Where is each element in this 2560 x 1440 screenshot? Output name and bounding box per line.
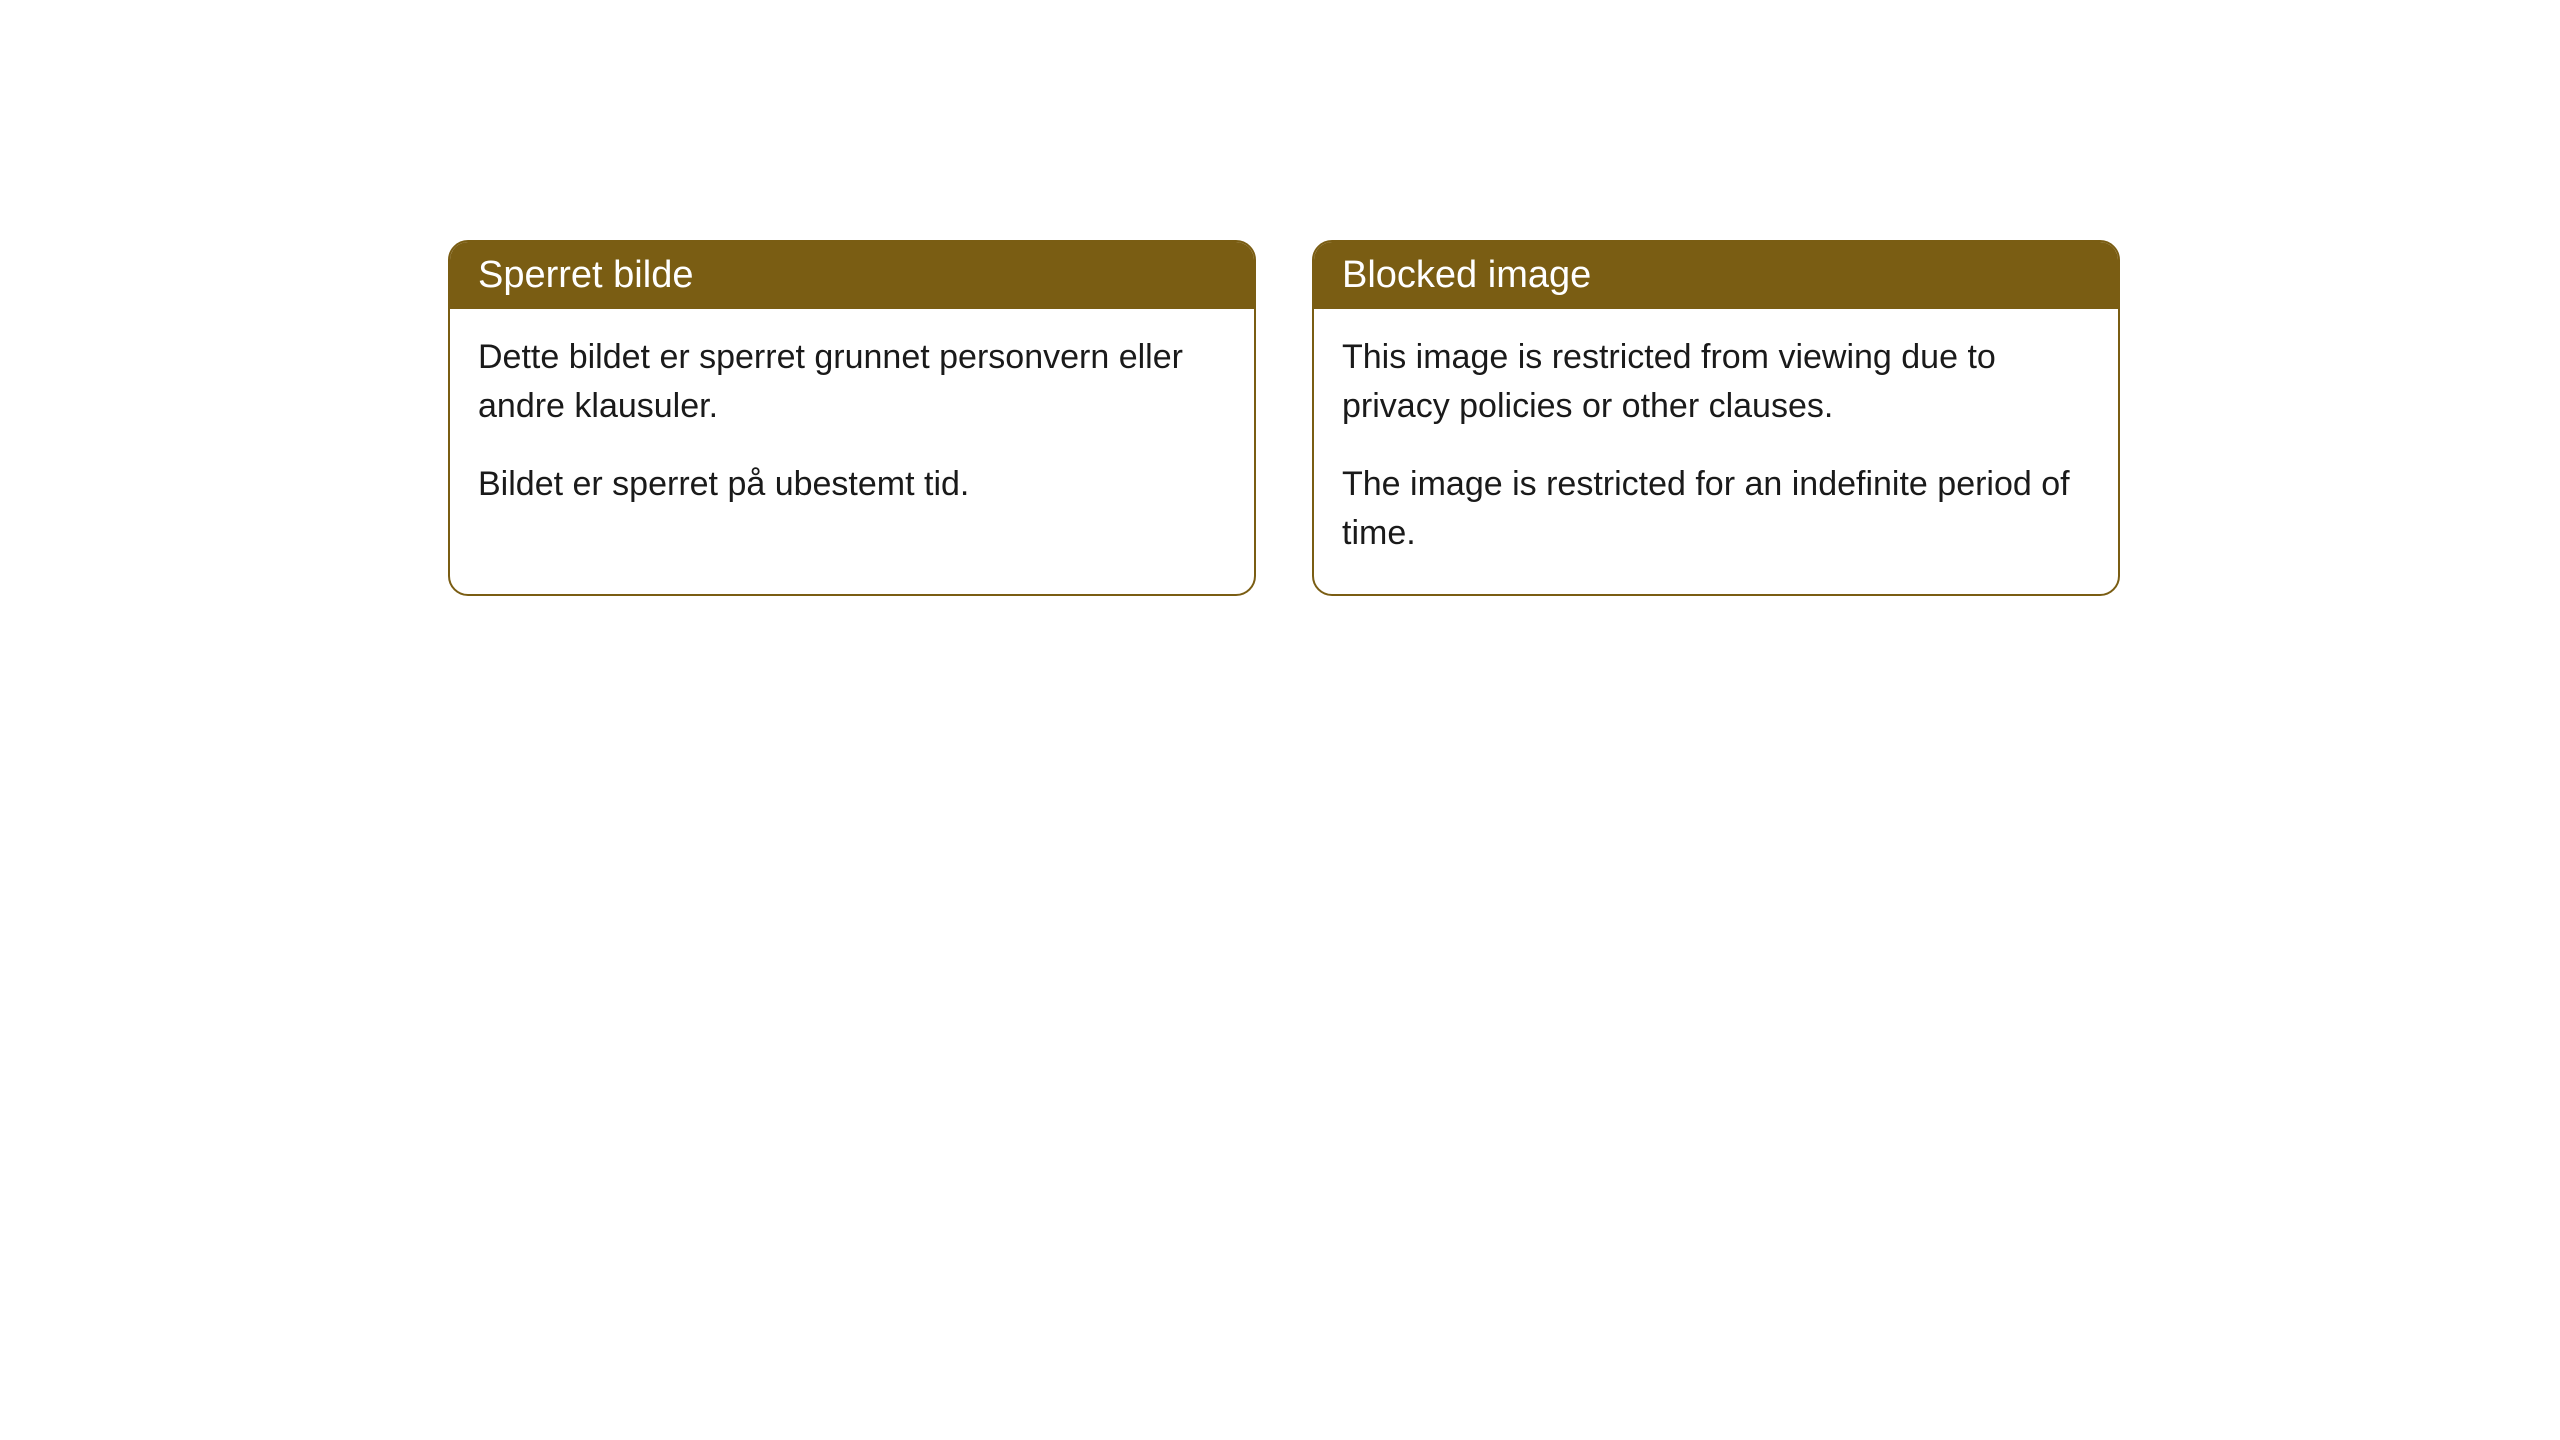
notice-paragraph-2-norwegian: Bildet er sperret på ubestemt tid. — [478, 460, 1226, 509]
notice-title-norwegian: Sperret bilde — [478, 254, 693, 296]
notice-card-english: Blocked image This image is restricted f… — [1312, 240, 2120, 596]
notice-body-english: This image is restricted from viewing du… — [1314, 309, 2118, 594]
notice-card-norwegian: Sperret bilde Dette bildet er sperret gr… — [448, 240, 1256, 596]
notice-title-english: Blocked image — [1342, 254, 1591, 296]
notice-paragraph-1-norwegian: Dette bildet er sperret grunnet personve… — [478, 333, 1226, 432]
notice-container: Sperret bilde Dette bildet er sperret gr… — [0, 0, 2560, 596]
notice-header-norwegian: Sperret bilde — [450, 242, 1254, 309]
notice-body-norwegian: Dette bildet er sperret grunnet personve… — [450, 309, 1254, 545]
notice-paragraph-1-english: This image is restricted from viewing du… — [1342, 333, 2090, 432]
notice-header-english: Blocked image — [1314, 242, 2118, 309]
notice-paragraph-2-english: The image is restricted for an indefinit… — [1342, 460, 2090, 559]
